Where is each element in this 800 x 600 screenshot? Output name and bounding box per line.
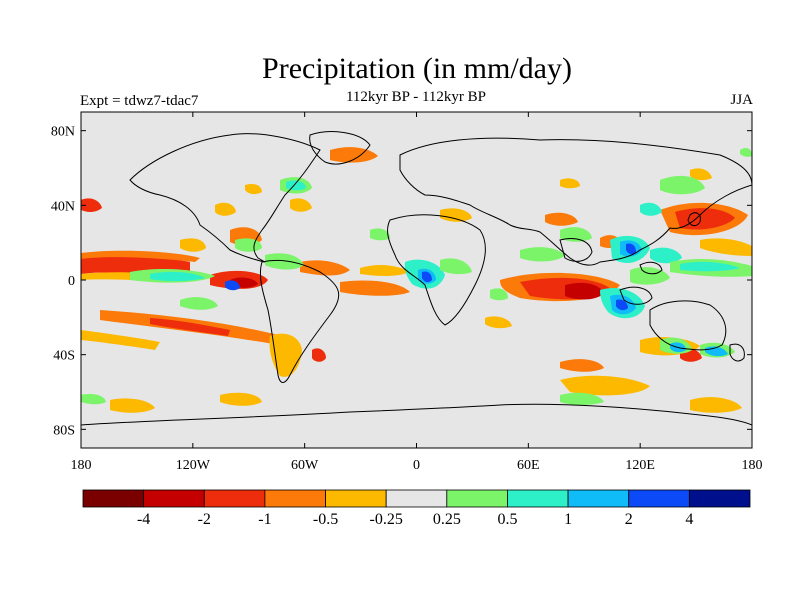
lon-tick-label: 180 bbox=[71, 458, 92, 473]
colorbar-swatch bbox=[82, 489, 145, 508]
colorbar-swatch bbox=[567, 489, 630, 508]
colorbar-label: 0.25 bbox=[433, 511, 461, 528]
lon-tick-label: 0 bbox=[413, 458, 420, 473]
lat-tick-label: 0 bbox=[68, 274, 75, 289]
colorbar-swatch bbox=[203, 489, 266, 508]
colorbar-label: -1 bbox=[258, 511, 271, 528]
colorbar-swatch bbox=[325, 489, 387, 508]
colorbar-swatch bbox=[628, 489, 690, 508]
lat-tick-label: 80N bbox=[51, 125, 75, 140]
colorbar-label: -0.5 bbox=[313, 511, 338, 528]
lon-tick-label: 120W bbox=[176, 458, 211, 473]
colorbar-label: 0.5 bbox=[497, 511, 517, 528]
colorbar-swatch bbox=[688, 489, 751, 508]
colorbar-swatch bbox=[264, 489, 326, 508]
period-label: 112kyr BP - 112kyr BP bbox=[345, 89, 486, 105]
axis-ticks: 180 120W 60W 0 60E 120E 180 80N 40N 0 40S 80S bbox=[51, 112, 763, 473]
lat-tick-label: 40N bbox=[51, 199, 75, 214]
lon-tick-label: 180 bbox=[742, 458, 763, 473]
colorbar-swatch bbox=[446, 489, 508, 508]
colorbar: -4 -2 -1 -0.5 -0.25 0.25 0.5 1 2 4 bbox=[82, 489, 751, 528]
season-label: JJA bbox=[730, 92, 753, 108]
experiment-label: Expt = tdwz7-tdac7 bbox=[80, 93, 199, 109]
lat-tick-label: 40S bbox=[53, 349, 75, 364]
colorbar-swatch bbox=[385, 489, 448, 508]
colorbar-label: -4 bbox=[137, 511, 150, 528]
colorbar-label: 1 bbox=[564, 511, 572, 528]
lon-tick-label: 60E bbox=[517, 458, 540, 473]
lon-tick-label: 60W bbox=[291, 458, 319, 473]
colorbar-label: 2 bbox=[625, 511, 633, 528]
colorbar-label: -0.25 bbox=[370, 511, 403, 528]
colorbar-label: 4 bbox=[685, 511, 693, 528]
lat-tick-label: 80S bbox=[53, 423, 75, 438]
colorbar-swatch bbox=[143, 489, 205, 508]
colorbar-swatch bbox=[507, 489, 569, 508]
lon-tick-label: 120E bbox=[625, 458, 655, 473]
colorbar-label: -2 bbox=[198, 511, 211, 528]
coastlines bbox=[81, 131, 752, 426]
map-title: Precipitation (in mm/day) bbox=[262, 52, 572, 85]
anomaly-field bbox=[81, 147, 752, 413]
